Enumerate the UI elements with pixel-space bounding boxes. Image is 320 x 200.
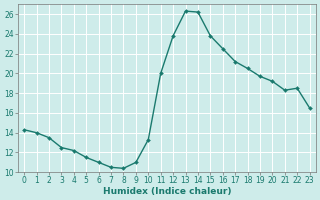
X-axis label: Humidex (Indice chaleur): Humidex (Indice chaleur) [103, 187, 231, 196]
